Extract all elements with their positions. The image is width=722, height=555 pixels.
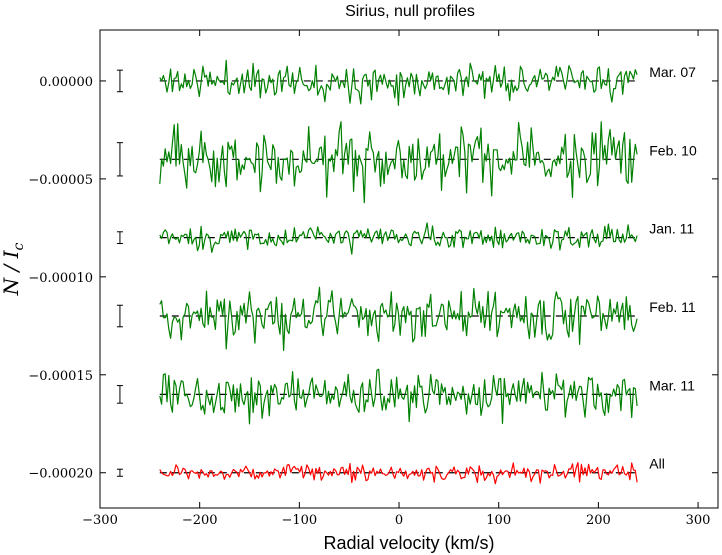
x-axis: −300 −200 −100 0 100 200 300 bbox=[82, 30, 710, 528]
y-axis-label-main: N / I bbox=[0, 249, 23, 296]
x-tick-label: −100 bbox=[281, 513, 317, 528]
reference-lines bbox=[159, 80, 639, 474]
series-label: Mar. 07 bbox=[649, 64, 696, 80]
profile-line bbox=[159, 121, 638, 204]
chart-title: Sirius, null profiles bbox=[345, 3, 475, 20]
y-tick-label: −0.00010 bbox=[28, 271, 93, 286]
y-tick-label: −0.00005 bbox=[28, 173, 93, 188]
error-bars bbox=[116, 69, 123, 477]
profile-line bbox=[159, 462, 638, 485]
profile-line bbox=[159, 222, 638, 255]
profile-series bbox=[159, 59, 638, 485]
x-tick-label: 200 bbox=[586, 513, 611, 528]
x-tick-label: 300 bbox=[686, 513, 711, 528]
x-tick-label: −200 bbox=[182, 513, 218, 528]
y-tick-label: −0.00020 bbox=[28, 467, 93, 482]
series-label: Feb. 11 bbox=[649, 299, 696, 315]
plot-frame bbox=[99, 29, 719, 509]
x-tick-label: 0 bbox=[395, 513, 403, 528]
x-axis-label: Radial velocity (km/s) bbox=[323, 533, 494, 553]
y-tick-label: −0.00015 bbox=[28, 369, 93, 384]
series-label: Mar. 11 bbox=[649, 377, 695, 393]
profile-line bbox=[159, 59, 638, 106]
y-axis-label: N / Ic bbox=[0, 242, 27, 296]
series-label: All bbox=[649, 456, 665, 472]
series-label: Jan. 11 bbox=[649, 221, 694, 237]
profile-line bbox=[159, 368, 638, 425]
y-axis: 0.00000 −0.00005 −0.00010 −0.00015 −0.00020 bbox=[28, 75, 718, 482]
x-tick-label: −300 bbox=[82, 513, 118, 528]
profile-line bbox=[159, 286, 638, 352]
y-axis-label-sub: c bbox=[11, 242, 27, 250]
series-label: Feb. 10 bbox=[649, 142, 697, 158]
x-tick-label: 100 bbox=[486, 513, 511, 528]
y-tick-label: 0.00000 bbox=[39, 75, 93, 90]
series-labels: Mar. 07 Feb. 10 Jan. 11 Feb. 11 Mar. 11 All bbox=[649, 64, 697, 472]
